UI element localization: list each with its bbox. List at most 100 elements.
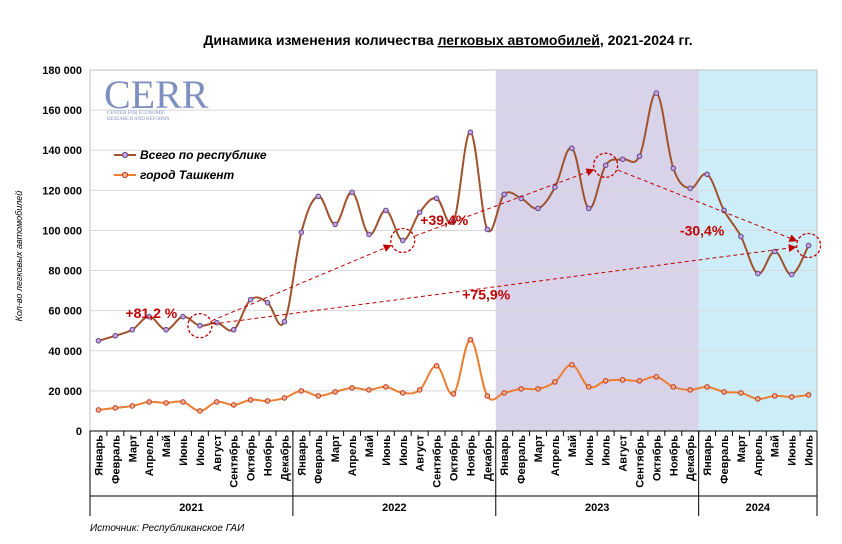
point-tashkent xyxy=(281,395,288,401)
point-tashkent xyxy=(704,384,710,390)
point-tashkent xyxy=(687,387,693,393)
point-total xyxy=(788,271,795,278)
point-total xyxy=(180,313,186,320)
point-tashkent xyxy=(602,378,609,384)
x-axis: Январь Февраль Март Апрель Май Июнь Июль Август… xyxy=(89,430,818,516)
legend-marker-tashkent xyxy=(121,171,129,179)
x-tick-label: Февраль xyxy=(313,435,325,484)
annotation-arrow xyxy=(211,244,392,322)
x-tick-label: Февраль xyxy=(719,435,731,484)
x-tick-label: Октябрь xyxy=(246,435,258,481)
point-total xyxy=(602,162,609,169)
series-group xyxy=(95,90,812,414)
point-total xyxy=(704,171,710,178)
y-tick-label: 100 000 xyxy=(42,225,82,237)
x-tick-label: Август xyxy=(212,434,224,471)
x-tick-label: Июнь xyxy=(584,435,596,466)
point-total xyxy=(163,326,169,333)
x-tick-label: Апрель xyxy=(753,435,765,476)
point-tashkent xyxy=(298,388,305,394)
chart-title-suffix: , 2021-2024 гг. xyxy=(600,32,693,48)
point-total xyxy=(755,270,761,277)
x-tick-label: Июнь xyxy=(381,435,393,466)
point-total xyxy=(366,231,372,238)
point-tashkent xyxy=(180,399,186,405)
x-tick-label: Июль xyxy=(601,435,613,466)
x-tick-label: Март xyxy=(127,434,139,462)
x-tick-label: Май xyxy=(161,435,173,457)
legend-label-tashkent: город Ташкент xyxy=(140,168,235,182)
point-total xyxy=(738,233,744,240)
x-tick-label: Май xyxy=(567,435,579,457)
y-tick-label: 160 000 xyxy=(42,105,82,117)
annotation-label: +39,4% xyxy=(420,212,468,228)
point-tashkent xyxy=(501,390,508,396)
legend-label-total: Всего по республике xyxy=(140,148,267,162)
x-tick-label: Март xyxy=(533,434,545,462)
point-tashkent xyxy=(636,378,643,384)
point-tashkent xyxy=(332,389,338,395)
point-tashkent xyxy=(467,336,474,343)
x-tick-label: Ноябрь xyxy=(668,435,680,476)
point-total xyxy=(670,165,677,172)
point-total xyxy=(281,318,288,325)
point-total xyxy=(585,205,592,212)
point-tashkent xyxy=(197,408,203,414)
highlight-circle xyxy=(187,313,213,339)
logo-subtitle-2: RESEARCH AND REFORMS xyxy=(107,117,170,122)
point-tashkent xyxy=(805,392,812,398)
point-tashkent xyxy=(366,387,372,393)
point-tashkent xyxy=(95,407,102,413)
x-tick-label: Сентябрь xyxy=(634,435,646,488)
year-label: 2021 xyxy=(179,502,203,514)
point-total xyxy=(197,322,203,329)
source-note: Источник: Республиканское ГАИ xyxy=(90,522,245,534)
point-total xyxy=(332,221,338,228)
point-tashkent xyxy=(247,397,254,403)
point-tashkent xyxy=(383,384,389,390)
highlight-circle xyxy=(390,227,416,254)
x-tick-label: Май xyxy=(364,435,376,457)
point-total xyxy=(129,326,136,333)
point-total xyxy=(619,156,626,163)
x-tick-label: Январь xyxy=(499,435,511,476)
band-2024 xyxy=(698,70,817,431)
x-tick-label: Январь xyxy=(93,435,105,476)
point-total xyxy=(450,218,457,225)
y-tick-label: 120 000 xyxy=(42,185,82,197)
point-total xyxy=(95,337,102,344)
y-tick-label: 140 000 xyxy=(42,145,82,157)
point-total xyxy=(298,229,305,236)
legend: Всего по республике город Ташкент xyxy=(114,148,267,182)
chart-title-underlined: легковых автомобилей xyxy=(438,32,600,48)
x-tick-label: Февраль xyxy=(516,435,528,484)
legend-item-tashkent: город Ташкент xyxy=(114,168,235,182)
x-tick-label: Декабрь xyxy=(685,435,697,481)
point-tashkent xyxy=(163,400,169,406)
point-tashkent xyxy=(416,387,423,393)
point-total xyxy=(771,248,778,255)
annotation-label: +81,2 % xyxy=(125,305,177,321)
point-tashkent xyxy=(771,393,778,399)
x-tick-label: Июнь xyxy=(178,435,190,466)
point-tashkent xyxy=(349,385,355,391)
point-total xyxy=(805,242,812,249)
point-tashkent xyxy=(433,363,440,369)
year-label: 2024 xyxy=(746,502,771,514)
x-tick-label: Апрель xyxy=(550,435,562,476)
point-total xyxy=(112,332,119,339)
y-axis-label: Кол-во легковых автомобилей xyxy=(14,191,24,322)
point-total xyxy=(467,129,474,135)
point-total xyxy=(383,207,389,214)
x-tick-label: Сентябрь xyxy=(432,435,444,488)
y-tick-label: 40 000 xyxy=(48,346,82,358)
point-total xyxy=(230,326,237,333)
x-tick-label: Февраль xyxy=(110,435,122,484)
point-tashkent xyxy=(315,393,322,399)
x-tick-label: Сентябрь xyxy=(229,435,241,488)
y-tick-label: 20 000 xyxy=(48,386,82,398)
point-tashkent xyxy=(230,402,237,408)
point-total xyxy=(349,189,355,196)
point-tashkent xyxy=(721,389,727,395)
